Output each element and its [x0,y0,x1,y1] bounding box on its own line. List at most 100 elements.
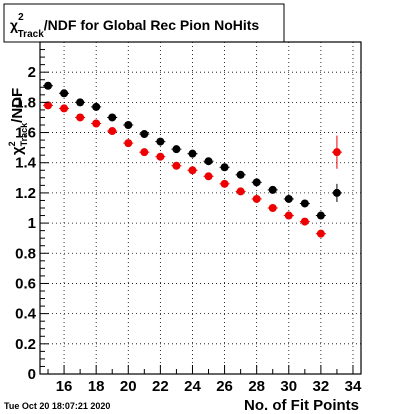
data-point-group [219,163,230,172]
timestamp: Tue Oct 20 18:07:21 2020 [4,401,110,411]
data-point [316,211,325,220]
x-tick-label: 28 [248,378,265,395]
x-tick-label: 32 [313,378,330,395]
data-point-group [107,127,118,136]
data-point [108,127,117,136]
grid [40,42,361,375]
data-point [188,149,197,158]
data-point [172,161,181,170]
data-point-group [283,194,294,203]
x-tick-label: 30 [280,378,297,395]
data-point [60,104,69,113]
data-point [252,178,261,187]
data-point-group [315,229,326,238]
plot-frame [39,41,362,375]
data-point-group [251,178,262,187]
data-point-group [203,172,214,181]
data-point [124,121,133,129]
x-tick-label: 16 [56,378,73,395]
data-point [316,229,325,238]
data-point-group [331,183,342,202]
data-point [92,119,101,128]
data-point [76,98,85,107]
y-tick-label: 1.4 [15,155,37,172]
data-point-group [123,121,134,129]
data-point-group [75,113,86,122]
data-point-group [171,145,182,154]
data-point-group [59,104,70,113]
y-tick-label: 1 [28,215,36,232]
data-point-group [107,113,118,122]
data-point-group [299,199,310,208]
x-tick-label: 22 [152,378,169,395]
x-tick-label: 26 [216,378,233,395]
y-tick-label: 1.8 [15,94,36,111]
data-point-group [267,204,278,212]
data-point [236,170,245,179]
data-point-group [43,81,54,90]
data-point-group [235,170,246,179]
title-box-frame [3,3,285,43]
y-tick-label: 2 [28,64,36,81]
data-point-group [267,185,278,194]
y-tick-label: 0.4 [15,306,37,323]
data-point [284,211,293,220]
x-tick-label: 24 [184,378,201,395]
x-tick-label: 20 [120,378,137,395]
data-point [44,81,53,90]
data-point-group [91,102,102,111]
data-point [332,188,341,197]
data-point [220,179,229,188]
axes: 16 18 20 22 24 26 28 30 32 34 0 0.2 0.4 0.6 0.8 1 1.2 1.4… [15,49,362,395]
data-point-group [251,194,262,203]
data-point [140,130,149,139]
y-axis-title: χ2 Track/NDF [7,88,29,155]
data-point [300,199,309,208]
data-point [124,139,133,148]
data-point-group [235,187,246,196]
data-point [284,194,293,203]
data-point [92,102,101,111]
data-point-group [139,130,150,139]
y-tick-label: 1.2 [15,185,36,202]
data-point-group [75,98,86,107]
y-tick-label: 0.6 [15,275,36,292]
y-tick-label: 1.6 [15,125,36,142]
x-tick-label: 18 [88,378,105,395]
data-point-group [155,152,166,161]
data-point-group [203,157,214,166]
data-point-group [171,161,182,170]
data-point [76,113,85,122]
data-point [204,172,213,181]
chart-title: χ2 Track/NDF for Global Rec Pion NoHits [10,12,259,40]
data-point-group [139,148,150,157]
x-tick-label: 34 [345,378,362,395]
x-axis-title: No. of Fit Points [244,397,359,414]
data-point [44,101,53,110]
data-point [156,152,165,161]
data-point [300,217,309,226]
data-point-group [219,179,230,188]
data-point [268,185,277,194]
data-point-group [123,139,134,148]
data-point [156,137,165,146]
data-point-group [299,217,310,226]
data-point-group [59,89,70,98]
y-tick-label: 0 [28,366,36,383]
data-point-group [331,135,342,169]
data-point-group [315,211,326,220]
data-point [220,163,229,172]
data-point [332,148,341,157]
data-point-group [155,137,166,146]
data-point-group [91,119,102,128]
data-point-group [187,149,198,158]
data-point [108,113,117,122]
data-point [60,89,69,98]
data-point [236,187,245,196]
title-box: χ2 Track/NDF for Global Rec Pion NoHits [3,3,285,43]
data-point [188,166,197,175]
y-tick-label: 0.8 [15,245,36,262]
data-point-group [43,101,54,110]
